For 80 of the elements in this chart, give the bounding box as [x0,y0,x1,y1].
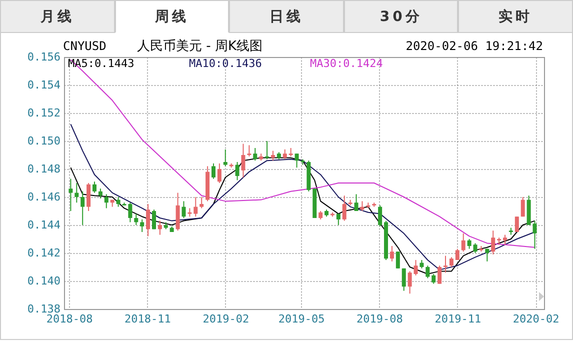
candlestick [408,270,412,294]
candlestick [86,182,91,212]
y-tick-label: 0.138 [27,302,60,316]
x-tick-label: 2019-02 [202,312,250,326]
candlestick [354,194,358,212]
candlestick [473,242,478,254]
candlestick [402,268,406,292]
candlestick [241,143,246,178]
candlestick [378,204,382,227]
candlestick [253,148,258,162]
y-tick-label: 0.148 [27,162,60,176]
candlestick [223,148,228,167]
candlestick [235,162,240,181]
candlestick [265,140,270,160]
candlestick [217,162,222,184]
x-tick-label: 2020-02 [512,312,560,326]
text: 30分 [344,0,458,33]
candlestick [444,255,448,274]
candlestick [74,182,79,204]
x-tick-label: 2019-05 [278,312,325,326]
x-tick-label: 2018-08 [46,312,93,326]
y-tick-label: 0.142 [27,246,60,260]
candlestick [158,220,162,236]
candlestick [134,213,138,226]
chart-title: 人民币美元 - 周K线图 [137,38,262,55]
candlestick [104,194,108,209]
candlestick [414,260,418,276]
candlestick [200,196,204,209]
candlestick [194,196,198,218]
line-series [70,59,536,248]
candlestick [396,251,400,269]
candlestick [176,192,180,232]
y-tick-label: 0.152 [27,106,60,120]
y-tick-label: 0.150 [27,134,60,148]
candlestick [247,144,252,157]
candlestick [68,178,73,212]
candlestick [152,209,156,230]
candlestick [520,196,525,218]
candlestick [128,202,132,223]
text: 2020-02-06 19:21:42 [406,39,543,53]
candlestick [485,248,490,262]
candlestick [140,218,144,232]
text: 实时 [458,0,573,33]
candlestick [80,190,85,226]
candlestick [294,153,299,168]
candlestick [461,232,466,252]
candlestick [98,188,102,199]
candlestick [270,150,275,162]
candlestick [467,238,472,250]
candlestick [449,256,454,268]
candlestick [146,204,150,237]
text: MA30:0.1424 [310,57,384,70]
candlestick [503,234,508,246]
x-tick-label: 2018-11 [124,312,171,326]
candlestick [282,148,287,160]
x-tick-label: 2019-08 [356,312,403,326]
candlestick [182,200,186,218]
candlestick [342,195,346,222]
y-tick-label: 0.146 [27,190,60,204]
candlestick [116,196,120,208]
candlestick [92,181,96,194]
candlestick [211,162,216,180]
candlestick [426,265,430,279]
y-tick-label: 0.154 [27,78,61,92]
y-tick-label: 0.156 [27,50,60,64]
candlestick [390,246,394,262]
text: 日线 [229,0,344,33]
candlestick [514,216,519,232]
candlestick [438,265,442,284]
text: MA10:0.1436 [189,57,262,70]
candlestick [432,274,436,284]
candlestick [491,230,496,255]
candlestick [532,220,537,250]
line-series [70,124,536,270]
chart-subtitle: CNYUSD [63,39,106,53]
y-tick-label: 0.140 [27,274,60,288]
x-tick-label: 2019-11 [434,312,482,326]
y-tick-label: 0.144 [27,218,61,232]
text: 周线 [114,0,230,33]
text: 月线 [0,0,115,33]
